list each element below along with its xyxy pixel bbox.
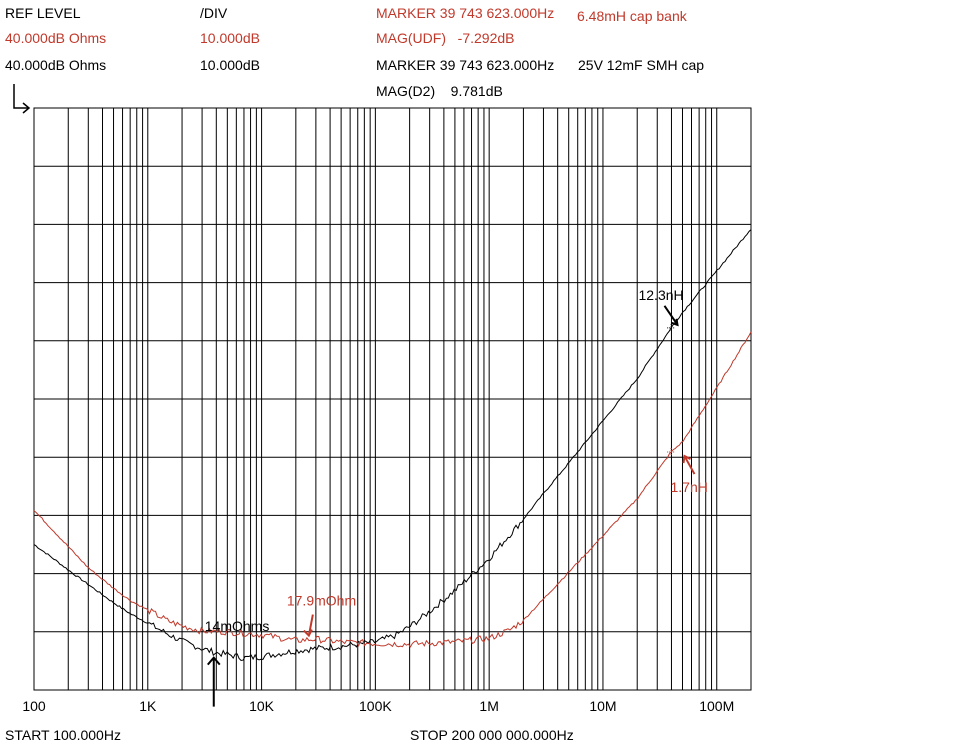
marker-crosshair: [667, 323, 676, 332]
red-marker: MARKER 39 743 623.000Hz: [376, 5, 554, 21]
stop-frequency: STOP 200 000 000.000Hz: [410, 727, 574, 743]
ref-level-label: REF LEVEL: [5, 5, 81, 21]
plot-traces: [33, 229, 752, 662]
black-series-label: 25V 12mF SMH cap: [578, 57, 704, 73]
x-tick-label: 10M: [589, 698, 616, 714]
x-tick-label: 1K: [139, 698, 157, 714]
trace-line: [33, 331, 752, 648]
x-tick-label: 10K: [249, 698, 275, 714]
start-frequency: START 100.000Hz: [5, 727, 121, 743]
annotation-12-3nh: 12.3nH: [638, 287, 683, 303]
plot-grid: [33, 107, 752, 691]
x-tick-label: 100M: [699, 698, 734, 714]
plot-annotations: 12.3nH 1.7nH 17.9mOhm 14mOhms: [205, 287, 708, 707]
x-tick-labels: 100 1K 10K 100K 1M 10M 100M: [22, 698, 734, 714]
annotation-14mohms: 14mOhms: [205, 618, 270, 634]
black-marker: MARKER 39 743 623.000Hz: [376, 57, 554, 73]
black-div-value: 10.000dB: [200, 57, 260, 73]
black-ref-value: 40.000dB Ohms: [5, 57, 106, 73]
arrow-icon: [207, 656, 221, 707]
ref-level-arrow-icon: [13, 84, 31, 114]
red-ref-value: 40.000dB Ohms: [5, 30, 106, 46]
x-tick-label: 1M: [479, 698, 498, 714]
red-series-label: 6.48mH cap bank: [577, 8, 688, 24]
arrow-icon: [682, 454, 696, 475]
x-tick-label: 100K: [359, 698, 392, 714]
black-mag: MAG(D2) 9.781dB: [376, 83, 503, 99]
arrow-icon: [663, 305, 679, 327]
marker-crosshair: [667, 448, 676, 457]
arrow-icon: [303, 614, 314, 638]
annotation-17-9mohm: 17.9mOhm: [287, 593, 356, 609]
trace-line: [33, 229, 752, 662]
x-tick-label: 100: [22, 698, 46, 714]
plot-markers: [667, 323, 676, 457]
annotation-1-7nh: 1.7nH: [670, 479, 707, 495]
red-mag: MAG(UDF) -7.292dB: [376, 30, 514, 46]
red-div-value: 10.000dB: [200, 30, 260, 46]
div-label: /DIV: [200, 5, 228, 21]
